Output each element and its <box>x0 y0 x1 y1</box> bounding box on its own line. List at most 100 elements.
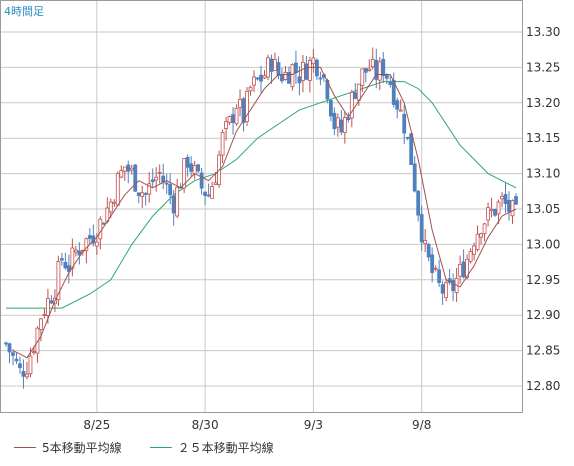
chart-title: 4時間足 <box>4 5 44 18</box>
candle-body <box>122 166 127 172</box>
y-tick-label: 12.90 <box>526 308 560 322</box>
candle <box>360 68 365 92</box>
candle-body <box>398 109 403 112</box>
candle-body <box>248 86 253 92</box>
candle <box>189 156 194 177</box>
candle-body <box>35 327 40 354</box>
candle <box>150 168 155 188</box>
candle <box>391 72 396 108</box>
candle-body <box>94 241 99 247</box>
candle-body <box>381 58 386 76</box>
x-tick-label: 9/3 <box>304 418 323 432</box>
candle <box>273 52 277 72</box>
candle <box>266 54 270 81</box>
candle-body <box>500 196 504 200</box>
candle-body <box>112 201 117 204</box>
candle-body <box>220 132 225 156</box>
grid <box>0 0 522 412</box>
candle <box>500 192 504 208</box>
candle <box>49 295 54 305</box>
candle-body <box>245 90 249 122</box>
candle <box>119 165 124 179</box>
candle-body <box>301 61 305 81</box>
candle <box>241 97 246 132</box>
candle <box>234 104 239 126</box>
candle-body <box>42 314 47 317</box>
y-axis-ticks: 13.30 13.25 13.20 13.15 13.10 13.05 13.00 12.95… <box>526 25 560 393</box>
candle-body <box>206 194 211 197</box>
candle-body <box>377 61 382 81</box>
candle-body <box>25 373 29 378</box>
candle <box>304 56 309 81</box>
candle-body <box>150 179 155 183</box>
candle-body <box>356 83 361 101</box>
candle <box>147 172 152 203</box>
candle <box>203 191 208 205</box>
candle-body <box>175 186 180 217</box>
candle-body <box>479 233 483 238</box>
candle <box>301 55 305 93</box>
candle <box>108 198 113 219</box>
candle-body <box>503 194 508 204</box>
candle <box>14 352 19 364</box>
candle <box>468 248 473 264</box>
candle <box>342 111 347 144</box>
candle-body <box>164 182 169 185</box>
candle <box>66 254 71 284</box>
candle-body <box>468 251 473 262</box>
candle-body <box>255 77 260 80</box>
candle-body <box>297 76 302 84</box>
candle <box>493 208 497 217</box>
candle-body <box>199 172 204 189</box>
candle-body <box>430 254 435 273</box>
candle <box>252 70 256 92</box>
candle-body <box>21 371 26 377</box>
candle-body <box>332 112 337 130</box>
candle-body <box>143 193 148 195</box>
candle-body <box>14 358 19 362</box>
candle <box>510 199 515 224</box>
candle-body <box>280 74 284 82</box>
candle-body <box>241 98 246 123</box>
x-tick-label: 8/25 <box>83 418 110 432</box>
candle-body <box>234 107 239 125</box>
candle-body <box>224 121 228 130</box>
candle-body <box>182 158 187 189</box>
candle <box>227 115 232 125</box>
candle-body <box>32 351 36 354</box>
y-tick-label: 13.15 <box>526 131 560 145</box>
candle <box>73 246 78 257</box>
candle-body <box>461 261 466 278</box>
candle-body <box>283 71 288 80</box>
candle-body <box>140 192 145 197</box>
candle-body <box>311 57 316 65</box>
candle-body <box>391 80 396 105</box>
candle <box>126 160 131 184</box>
candle <box>59 252 64 266</box>
candle <box>154 167 159 192</box>
candle <box>444 278 449 302</box>
candle <box>489 197 494 218</box>
candle-body <box>349 91 354 119</box>
candle <box>11 349 15 366</box>
candle <box>433 265 438 272</box>
candle <box>175 178 180 219</box>
candle <box>426 242 431 262</box>
candle-body <box>514 196 518 205</box>
candle <box>185 154 190 177</box>
candle-body <box>262 75 267 79</box>
ma5-line-group <box>12 66 517 359</box>
candle-body <box>318 77 323 80</box>
candle-body <box>308 60 312 81</box>
ma25-line-group <box>6 81 517 309</box>
candle-body <box>294 62 298 74</box>
candle-body <box>335 117 340 128</box>
candle <box>416 190 421 222</box>
candles <box>4 47 518 389</box>
candle <box>7 342 12 364</box>
candle <box>290 63 295 91</box>
candle-body <box>192 165 197 175</box>
candle <box>87 228 92 245</box>
candle <box>388 75 393 88</box>
candle-body <box>374 59 379 80</box>
